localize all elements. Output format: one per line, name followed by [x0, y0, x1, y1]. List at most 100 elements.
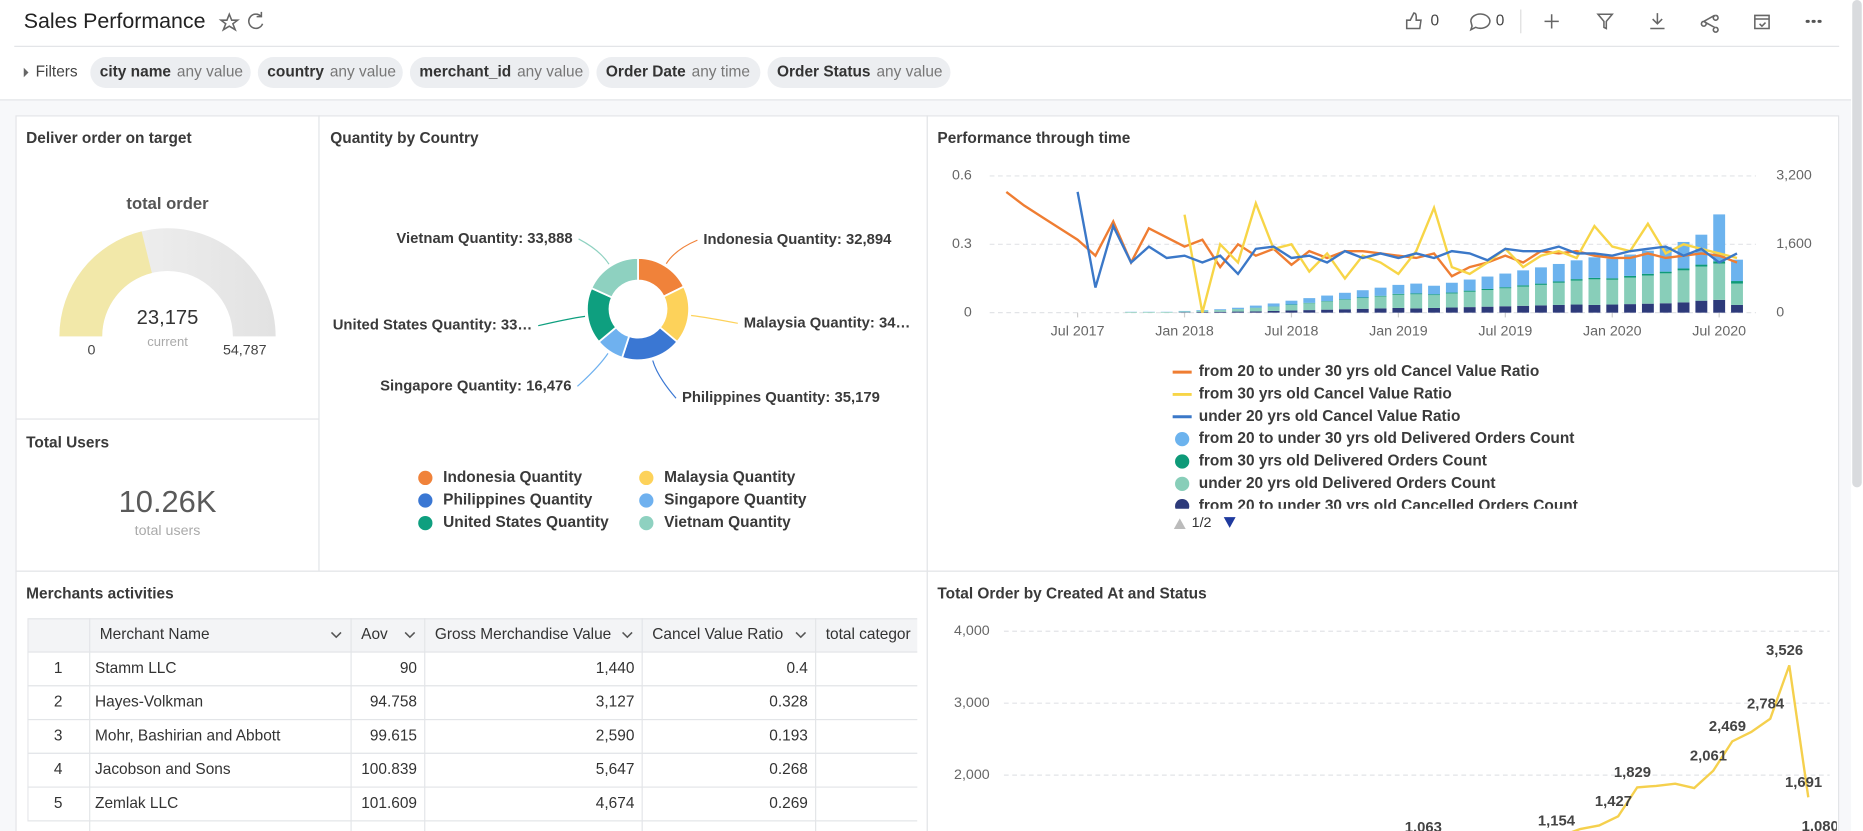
- table-row: [27, 786, 918, 822]
- bar-segment: [1463, 307, 1476, 313]
- gauge-panel: [15, 115, 320, 420]
- bar-segment: [1570, 279, 1583, 281]
- legend-label[interactable]: Malaysia Quantity: [664, 469, 796, 486]
- bar-segment: [1303, 310, 1316, 313]
- add-icon[interactable]: [1544, 14, 1559, 29]
- like-icon[interactable]: [1405, 12, 1422, 30]
- refresh-icon[interactable]: [248, 11, 264, 30]
- cell: 94.758: [370, 694, 417, 711]
- share-icon[interactable]: [1700, 14, 1719, 33]
- cell: 3,127: [596, 694, 635, 711]
- bar-segment: [1214, 311, 1227, 313]
- schedule-icon[interactable]: [1754, 14, 1770, 30]
- x-tick-label: Jan 2018: [1155, 323, 1214, 339]
- filters-toggle[interactable]: [23, 67, 29, 78]
- filter-icon[interactable]: [1596, 13, 1614, 30]
- legend-label[interactable]: from 30 yrs old Delivered Orders Count: [1199, 453, 1487, 470]
- filter-name: Order Status: [777, 64, 870, 81]
- column-header[interactable]: Cancel Value Ratio: [652, 626, 783, 643]
- gauge-sub: current: [147, 334, 188, 349]
- legend-marker: [1175, 499, 1190, 509]
- pager-prev[interactable]: [1173, 518, 1186, 530]
- data-label: 2,784: [1747, 696, 1785, 712]
- column-header[interactable]: Aov: [361, 626, 388, 643]
- filter-chip-text: merchant_id any value: [419, 64, 583, 81]
- bar-segment: [1481, 290, 1494, 307]
- legend-label[interactable]: Singapore Quantity: [664, 492, 807, 509]
- data-label: 1,080: [1802, 819, 1839, 831]
- bar-segment: [1552, 263, 1565, 282]
- bar-segment: [1624, 277, 1637, 305]
- bar-segment: [1285, 300, 1298, 305]
- star-icon[interactable]: [218, 12, 240, 32]
- cell: 0.268: [769, 761, 808, 778]
- legend-label[interactable]: Vietnam Quantity: [664, 514, 791, 531]
- legend-marker: [1175, 476, 1190, 491]
- bar-segment: [1392, 307, 1405, 313]
- bar-segment: [1374, 295, 1387, 297]
- bar-segment: [1588, 277, 1601, 280]
- x-tick-label: Jul 2018: [1265, 323, 1319, 339]
- filters-label[interactable]: Filters: [36, 64, 78, 81]
- filter-name: country: [267, 64, 324, 81]
- filter-chip[interactable]: [596, 57, 761, 88]
- bar-segment: [1428, 294, 1440, 296]
- pager-text: 1/2: [1192, 515, 1212, 531]
- legend-label[interactable]: from 20 to under 30 yrs old Cancel Value…: [1199, 363, 1539, 380]
- sort-icon[interactable]: [404, 631, 416, 639]
- legend-label[interactable]: United States Quantity: [443, 514, 609, 531]
- leader-line: [665, 239, 698, 265]
- column-header[interactable]: Gross Merchandise Value: [435, 626, 611, 643]
- bar-segment: [1428, 295, 1440, 308]
- bar-segment: [1731, 304, 1743, 313]
- bar-segment: [1606, 279, 1619, 305]
- leader-line: [538, 315, 586, 327]
- column-header[interactable]: total categor: [826, 626, 911, 643]
- legend-label[interactable]: Indonesia Quantity: [443, 469, 582, 486]
- data-label: 1,829: [1614, 765, 1651, 781]
- comment-icon[interactable]: [1469, 13, 1491, 32]
- cell: Jacobson and Sons: [95, 761, 231, 778]
- cell: 4,674: [596, 795, 635, 812]
- legend-label[interactable]: Philippines Quantity: [443, 492, 593, 509]
- scrollbar[interactable]: [1852, 0, 1862, 488]
- y-tick-label: 0: [1776, 304, 1784, 320]
- download-icon[interactable]: [1650, 13, 1665, 30]
- bar-segment: [1303, 298, 1316, 303]
- cell: Mohr, Bashirian and Abbott: [95, 727, 281, 744]
- legend-marker: [639, 470, 654, 486]
- sort-icon[interactable]: [622, 631, 633, 639]
- bar-segment: [1517, 305, 1530, 313]
- legend-label[interactable]: from 20 to under 30 yrs old Cancelled Or…: [1199, 497, 1578, 514]
- bar-segment: [1125, 312, 1138, 313]
- data-label: 3,526: [1766, 643, 1803, 659]
- sort-icon[interactable]: [795, 631, 807, 639]
- filter-chip[interactable]: [409, 57, 590, 88]
- bar-segment: [1267, 310, 1280, 313]
- bar-segment: [1588, 304, 1601, 313]
- bar-segment: [1517, 270, 1530, 286]
- leader-line: [577, 353, 609, 387]
- column-header[interactable]: Merchant Name: [100, 626, 210, 643]
- filter-chip[interactable]: [767, 57, 951, 88]
- cell: 0.193: [769, 727, 808, 744]
- legend-label[interactable]: under 20 yrs old Cancel Value Ratio: [1199, 408, 1461, 425]
- bar-segment: [1321, 295, 1334, 302]
- cell: 0.4: [786, 660, 808, 677]
- bar-segment: [1624, 275, 1637, 278]
- filter-chip[interactable]: [257, 57, 403, 88]
- sort-icon[interactable]: [330, 631, 342, 639]
- pager-next[interactable]: [1223, 517, 1236, 528]
- legend-label[interactable]: under 20 yrs old Delivered Orders Count: [1199, 475, 1496, 492]
- bar-segment: [1338, 299, 1351, 300]
- bar-segment: [1410, 294, 1423, 309]
- legend-label[interactable]: from 30 yrs old Cancel Value Ratio: [1199, 386, 1452, 403]
- legend-label[interactable]: from 20 to under 30 yrs old Delivered Or…: [1199, 430, 1575, 447]
- bar-segment: [1641, 303, 1654, 313]
- filter-chip[interactable]: [90, 57, 251, 88]
- legend-marker: [418, 515, 433, 531]
- line-series: [1571, 664, 1810, 831]
- bar-segment: [1552, 304, 1565, 313]
- like-count: 0: [1430, 12, 1439, 29]
